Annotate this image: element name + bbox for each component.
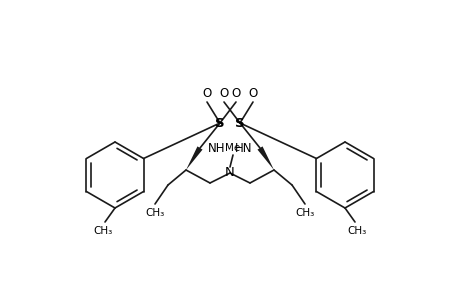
Text: S: S bbox=[215, 116, 224, 130]
Text: S: S bbox=[235, 116, 244, 130]
Polygon shape bbox=[185, 146, 202, 170]
Text: O: O bbox=[202, 86, 211, 100]
Polygon shape bbox=[257, 146, 274, 170]
Text: Me: Me bbox=[225, 143, 240, 153]
Text: CH₃: CH₃ bbox=[145, 208, 164, 218]
Text: N: N bbox=[224, 167, 235, 179]
Text: HN: HN bbox=[234, 142, 252, 154]
Text: NH: NH bbox=[207, 142, 225, 154]
Text: O: O bbox=[219, 86, 228, 100]
Text: CH₃: CH₃ bbox=[347, 226, 366, 236]
Text: CH₃: CH₃ bbox=[295, 208, 314, 218]
Text: CH₃: CH₃ bbox=[93, 226, 112, 236]
Text: O: O bbox=[248, 86, 257, 100]
Text: O: O bbox=[231, 86, 240, 100]
